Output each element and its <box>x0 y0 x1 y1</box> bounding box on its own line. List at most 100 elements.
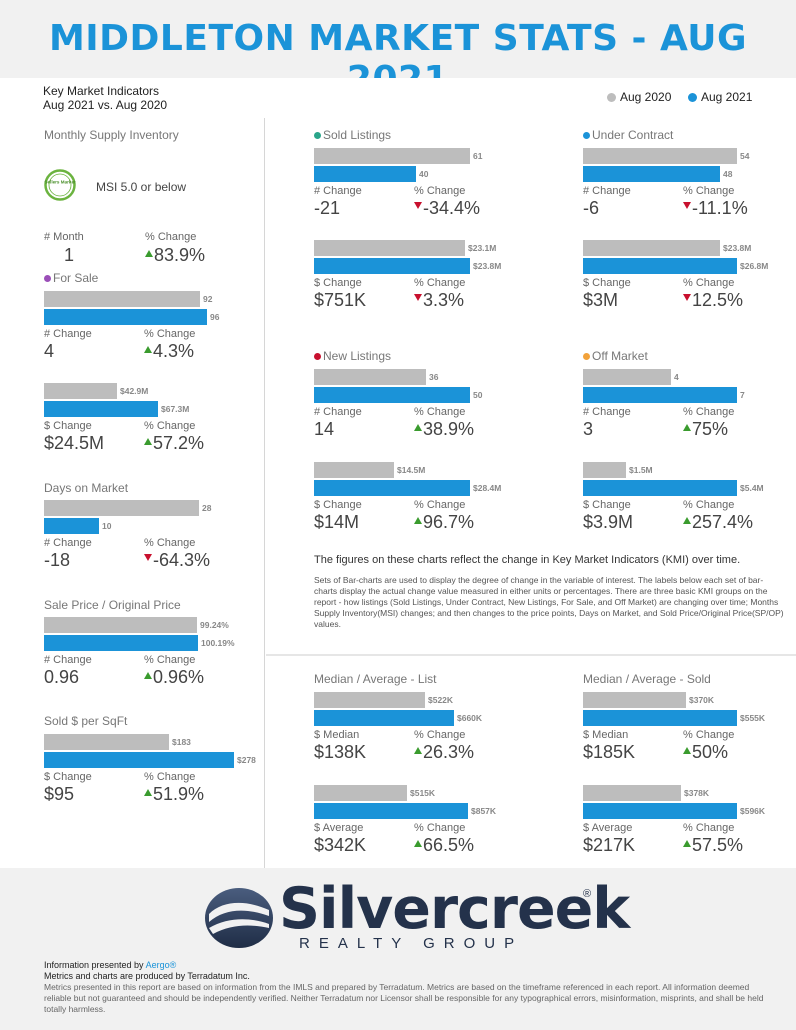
msi-text: MSI 5.0 or below <box>96 180 187 194</box>
msi-month-value: 1 <box>64 245 75 265</box>
sold-count-bar-prev <box>314 148 470 164</box>
sp-op-bar-cur <box>44 635 198 651</box>
sp-op-change-value: 0.96 <box>44 667 80 687</box>
for-sale-volume-bar-prev <box>44 383 117 399</box>
sold-volume-change-label: $ Change <box>314 277 362 289</box>
sold-average-pct-value: 57.5% <box>683 835 743 856</box>
for-sale-count-pct-label: % Change <box>144 328 196 340</box>
produced-by: Metrics and charts are produced by Terra… <box>44 971 250 981</box>
uc-count-pct-value: -11.1% <box>683 198 748 219</box>
sale-price-title: Sale Price / Original Price <box>44 598 181 612</box>
new-volume-change-value: $14M <box>314 512 360 532</box>
footer <box>0 868 796 1030</box>
up-arrow-icon <box>683 747 691 754</box>
sp-op-change-label: # Change <box>44 654 92 666</box>
list-median-change-value: $138K <box>314 742 367 762</box>
off-market-dot-icon <box>583 353 590 361</box>
sold-average-label-cur: $596K <box>740 806 766 816</box>
aergo-link[interactable]: Aergo® <box>145 960 177 970</box>
sqft-title: Sold $ per SqFt <box>44 714 128 728</box>
list-average-pct-value: 66.5% <box>414 835 474 856</box>
up-arrow-icon <box>144 789 152 796</box>
sqft-change-value: $95 <box>44 784 75 804</box>
sqft-pct-value: 51.9% <box>144 784 204 805</box>
down-arrow-icon <box>683 202 691 209</box>
off-volume-change-label: $ Change <box>583 499 631 511</box>
under-contract-dot-icon <box>583 132 590 140</box>
sold-count-change-label: # Change <box>314 185 362 197</box>
sp-op-pct-label: % Change <box>144 654 196 666</box>
list-average-label-prev: $515K <box>410 788 436 798</box>
for-sale-count-pct-value: 4.3% <box>144 341 194 362</box>
for-sale-count-label-cur: 96 <box>210 312 220 322</box>
off-count-pct-value: 75% <box>683 419 728 440</box>
up-arrow-icon <box>144 672 152 679</box>
sold-volume-pct-label: % Change <box>414 277 466 289</box>
list-average-label-cur: $857K <box>471 806 497 816</box>
under-contract-title: Under Contract <box>583 128 673 142</box>
list-median-label-cur: $660K <box>457 713 483 723</box>
up-arrow-icon <box>414 424 422 431</box>
new-volume-change-label: $ Change <box>314 499 362 511</box>
for-sale-volume-change-value: $24.5M <box>44 433 105 453</box>
legend-item-prev: Aug 2020 <box>607 90 671 104</box>
sold-count-bar-cur <box>314 166 416 182</box>
uc-count-bar-cur <box>583 166 720 182</box>
off-volume-change-value: $3.9M <box>583 512 634 532</box>
uc-volume-change-value: $3M <box>583 290 619 310</box>
for-sale-volume-bar-cur <box>44 401 158 417</box>
sold-median-pct-value: 50% <box>683 742 728 763</box>
sqft-bar-prev <box>44 734 169 750</box>
days-on-market-pct-label: % Change <box>144 537 196 549</box>
median-sold-title: Median / Average - Sold <box>583 672 711 686</box>
new-count-change-value: 14 <box>314 419 335 439</box>
list-median-bar-prev <box>314 692 425 708</box>
up-arrow-icon <box>144 346 152 353</box>
for-sale-count-bar-cur <box>44 309 207 325</box>
legend-item-cur: Aug 2021 <box>688 90 752 104</box>
uc-count-label-cur: 48 <box>723 169 733 179</box>
up-arrow-icon <box>414 517 422 524</box>
badge-text: Sellers Market <box>44 180 76 185</box>
down-arrow-icon <box>144 554 152 561</box>
msi-pct-label: % Change <box>145 231 197 243</box>
days-on-market-bar-prev <box>44 500 199 516</box>
up-arrow-icon <box>683 424 691 431</box>
msi-month-label: # Month <box>44 231 84 243</box>
new-listings-title: New Listings <box>314 349 391 363</box>
sold-dot-icon <box>314 132 321 140</box>
days-on-market-title: Days on Market <box>44 481 129 495</box>
sold-listings-title: Sold Listings <box>314 128 391 142</box>
list-median-change-label: $ Median <box>314 729 360 741</box>
sold-median-bar-prev <box>583 692 686 708</box>
for-sale-volume-pct-label: % Change <box>144 420 196 432</box>
sold-count-label-prev: 61 <box>473 151 483 161</box>
off-count-label-prev: 4 <box>674 372 679 382</box>
for-sale-volume-label-prev: $42.9M <box>120 386 149 396</box>
sold-volume-pct-value: 3.3% <box>414 290 464 311</box>
sold-volume-bar-prev <box>314 240 465 256</box>
sold-average-bar-cur <box>583 803 737 819</box>
list-median-pct-label: % Change <box>414 729 466 741</box>
uc-volume-pct-label: % Change <box>683 277 735 289</box>
sold-average-change-value: $217K <box>583 835 636 855</box>
sqft-bar-cur <box>44 752 234 768</box>
sold-median-change-label: $ Median <box>583 729 629 741</box>
legend-swatch-cur <box>688 93 697 103</box>
sold-volume-label-prev: $23.1M <box>468 243 497 253</box>
uc-volume-bar-prev <box>583 240 720 256</box>
up-arrow-icon <box>414 840 422 847</box>
for-sale-count-bar-prev <box>44 291 200 307</box>
sp-op-label-cur: 100.19% <box>201 638 235 648</box>
sold-average-label-prev: $378K <box>684 788 710 798</box>
up-arrow-icon <box>683 840 691 847</box>
off-volume-label-prev: $1.5M <box>629 465 653 475</box>
off-count-bar-prev <box>583 369 671 385</box>
new-volume-label-prev: $14.5M <box>397 465 426 475</box>
days-on-market-change-value: -18 <box>44 550 71 570</box>
off-count-change-value: 3 <box>583 419 594 439</box>
days-on-market-label-prev: 28 <box>202 503 212 513</box>
explanation-body: Sets of Bar-charts are used to display t… <box>314 575 784 629</box>
list-average-pct-label: % Change <box>414 822 466 834</box>
off-volume-pct-value: 257.4% <box>683 512 753 533</box>
